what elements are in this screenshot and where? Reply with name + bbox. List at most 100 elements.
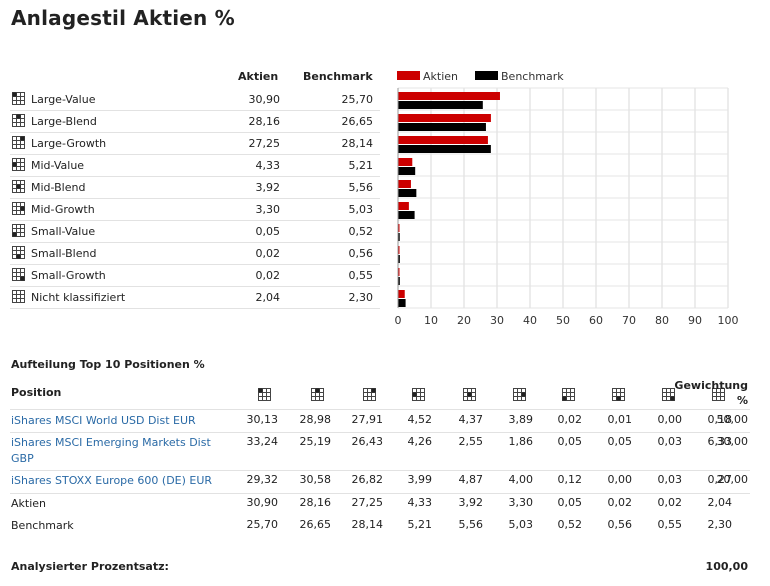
style-value-cell: 0,05 xyxy=(607,435,633,448)
style-box-icon xyxy=(513,388,526,401)
style-label: Mid-Value xyxy=(31,159,85,172)
bar-benchmark-large-value xyxy=(398,101,483,109)
style-value-cell: 30,58 xyxy=(299,473,332,486)
style-value-cell: 0,55 xyxy=(657,518,683,531)
weight-value: 50,00 xyxy=(716,413,749,426)
style-box-icon xyxy=(258,388,271,401)
x-tick-label: 100 xyxy=(718,314,739,327)
style-value-cell: 2,04 xyxy=(707,496,733,509)
style-box-icon-wrap xyxy=(12,158,25,174)
weight-value: 20,00 xyxy=(716,473,749,486)
style-box-icon xyxy=(12,158,25,171)
style-column-icon xyxy=(712,388,725,404)
style-value-cell: 4,26 xyxy=(407,435,433,448)
section-title: Aufteilung Top 10 Positionen % xyxy=(11,358,205,371)
row-divider xyxy=(10,470,750,471)
style-box-icon-wrap xyxy=(12,136,25,152)
style-box-icon xyxy=(412,388,425,401)
style-box-icon xyxy=(612,388,625,401)
style-value-cell: 0,56 xyxy=(607,518,633,531)
style-table-row: Mid-Value 4,33 5,21 xyxy=(10,154,380,177)
style-box-icon xyxy=(12,136,25,149)
position-link[interactable]: iShares MSCI Emerging Markets Dist GBP xyxy=(11,436,211,465)
style-box-icon xyxy=(363,388,376,401)
position-link[interactable]: iShares STOXX Europe 600 (DE) EUR xyxy=(11,474,213,487)
bar-aktien-small-blend xyxy=(398,246,400,254)
aktien-value: 2,04 xyxy=(255,291,281,304)
aktien-value: 0,02 xyxy=(255,269,281,282)
style-value-cell: 0,27 xyxy=(707,473,733,486)
style-value-cell: 25,19 xyxy=(299,435,332,448)
aktien-value: 4,33 xyxy=(255,159,281,172)
style-value-cell: 3,92 xyxy=(458,496,484,509)
x-tick-label: 80 xyxy=(655,314,669,327)
style-table-row: Small-Blend 0,02 0,56 xyxy=(10,242,380,265)
x-tick-label: 60 xyxy=(589,314,603,327)
style-value-cell: 26,65 xyxy=(299,518,332,531)
style-value-cell: 30,13 xyxy=(246,413,279,426)
style-table-row: Mid-Growth 3,30 5,03 xyxy=(10,198,380,221)
style-label: Small-Blend xyxy=(31,247,97,260)
style-box-icon xyxy=(12,92,25,105)
aktien-value: 0,02 xyxy=(255,247,281,260)
page-title: Anlagestil Aktien % xyxy=(11,6,235,30)
bar-aktien-large-value xyxy=(398,92,500,100)
style-value-cell: 0,03 xyxy=(657,473,683,486)
style-column-icon xyxy=(463,388,476,404)
style-value-cell: 3,99 xyxy=(407,473,433,486)
bar-benchmark-small-value xyxy=(398,233,400,241)
aktien-value: 3,30 xyxy=(255,203,281,216)
row-divider xyxy=(10,493,750,494)
style-value-cell: 0,02 xyxy=(607,496,633,509)
style-value-cell: 0,02 xyxy=(657,496,683,509)
style-value-cell: 3,89 xyxy=(508,413,534,426)
bar-aktien-large-growth xyxy=(398,136,488,144)
style-value-cell: 2,30 xyxy=(707,518,733,531)
style-box-icon-wrap xyxy=(12,92,25,108)
bar-aktien-mid-blend xyxy=(398,180,411,188)
style-box-icon xyxy=(12,224,25,237)
style-value-cell: 0,01 xyxy=(607,413,633,426)
x-tick-label: 30 xyxy=(490,314,504,327)
style-value-cell: 26,43 xyxy=(351,435,384,448)
style-value-cell: 4,87 xyxy=(458,473,484,486)
bar-aktien-large-blend xyxy=(398,114,491,122)
x-tick-label: 20 xyxy=(457,314,471,327)
benchmark-value: 0,52 xyxy=(348,225,374,238)
style-box-icon xyxy=(712,388,725,401)
style-value-cell: 4,33 xyxy=(407,496,433,509)
style-label: Large-Value xyxy=(31,93,96,106)
position-link[interactable]: iShares MSCI World USD Dist EUR xyxy=(11,414,196,427)
legend-label-aktien: Aktien xyxy=(423,70,458,83)
style-column-icon xyxy=(412,388,425,404)
aktien-value: 27,25 xyxy=(248,137,281,150)
aktien-value: 28,16 xyxy=(248,115,281,128)
style-value-cell: 0,02 xyxy=(557,413,583,426)
style-box-icon xyxy=(12,246,25,259)
style-box-icon-wrap xyxy=(12,224,25,240)
style-box-icon-wrap xyxy=(12,180,25,196)
style-box-icon xyxy=(463,388,476,401)
x-tick-label: 90 xyxy=(688,314,702,327)
style-value-cell: 2,55 xyxy=(458,435,484,448)
style-box-icon-wrap xyxy=(12,114,25,130)
style-value-cell: 25,70 xyxy=(246,518,279,531)
style-value-cell: 0,00 xyxy=(607,473,633,486)
style-value-cell: 3,30 xyxy=(508,496,534,509)
style-value-cell: 33,24 xyxy=(246,435,279,448)
style-column-icon xyxy=(612,388,625,404)
style-table-row: Large-Growth 27,25 28,14 xyxy=(10,132,380,155)
benchmark-value: 28,14 xyxy=(341,137,374,150)
style-bar-chart: 0 10 20 30 40 50 60 70 80 90 100 Aktien Benchmark xyxy=(395,70,739,327)
style-value-cell: 4,52 xyxy=(407,413,433,426)
weight-value: 30,00 xyxy=(716,435,749,448)
x-tick-label: 70 xyxy=(622,314,636,327)
header-divider xyxy=(10,409,750,410)
bar-aktien-small-value xyxy=(398,224,400,232)
col-header-benchmark: Benchmark xyxy=(303,70,373,83)
style-table-row: Large-Blend 28,16 26,65 xyxy=(10,110,380,133)
style-box-icon xyxy=(311,388,324,401)
row-divider xyxy=(10,432,750,433)
style-table-row: Small-Growth 0,02 0,55 xyxy=(10,264,380,287)
style-box-icon xyxy=(12,180,25,193)
